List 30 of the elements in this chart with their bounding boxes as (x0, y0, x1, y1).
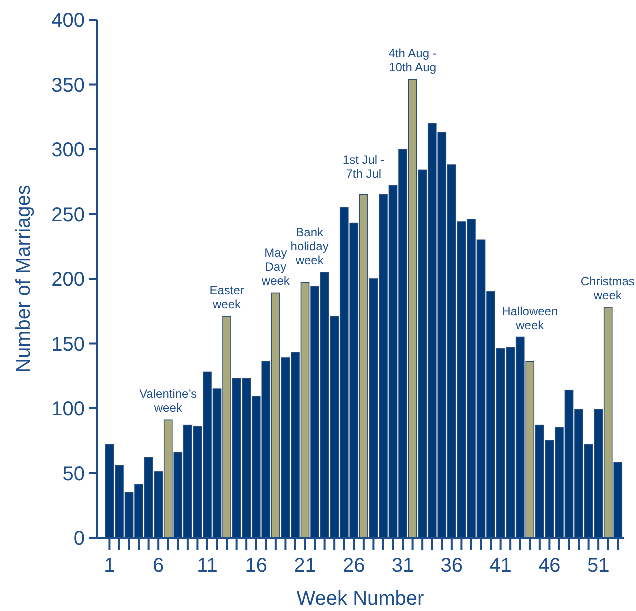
annotation: Easter week (210, 284, 244, 312)
annotation: Bank holiday week (290, 226, 329, 268)
y-tick-label: 300 (52, 140, 85, 162)
y-tick-label: 0 (74, 528, 85, 550)
x-tick-label: 1 (104, 555, 116, 577)
annotation: 1st Jul - 7th Jul (342, 152, 385, 181)
y-tick-label: 250 (52, 204, 85, 226)
annotation: 4th Aug - 10th Aug (388, 46, 437, 75)
y-tick-label: 100 (52, 398, 85, 420)
annotation: May Day week (260, 246, 291, 288)
x-tick-label: 46 (538, 555, 561, 577)
x-tick-label: 6 (153, 555, 164, 577)
y-axis-title: Number of Marriages (13, 185, 35, 373)
x-axis-title: Week Number (296, 588, 425, 610)
annotation: Christmas week (580, 274, 635, 302)
y-tick-label: 350 (52, 74, 85, 97)
x-tick-label: 41 (490, 555, 512, 577)
x-tick-label: 21 (294, 555, 316, 577)
annotation: Valentine’s week (140, 387, 198, 416)
y-tick-label: 150 (52, 334, 85, 356)
y-tick-label: 50 (62, 463, 85, 486)
x-tick-label: 16 (245, 555, 268, 577)
x-tick-label: 11 (197, 555, 218, 577)
x-tick-label: 26 (343, 555, 366, 577)
x-tick-label: 31 (392, 555, 414, 577)
x-tick-label: 51 (587, 555, 610, 577)
x-tick-label: 36 (440, 555, 464, 577)
y-tick-label: 200 (52, 269, 85, 291)
annotation: Halloween week (502, 304, 558, 332)
y-tick-label: 400 (52, 10, 85, 32)
